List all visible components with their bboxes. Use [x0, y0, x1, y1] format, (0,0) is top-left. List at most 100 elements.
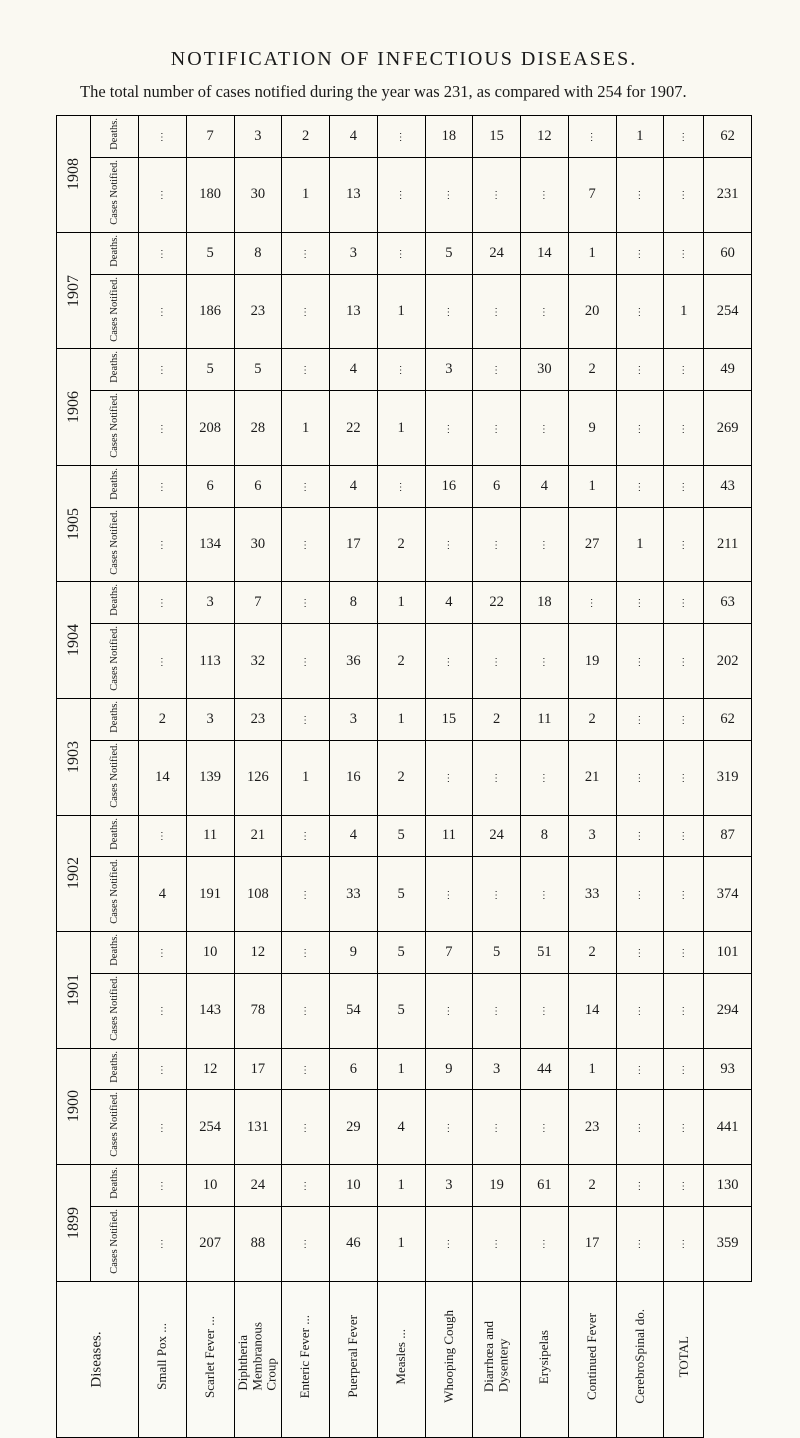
value-cell: 2: [568, 349, 616, 391]
row-total: 62: [704, 699, 752, 741]
empty-dots: ⋮: [678, 831, 689, 842]
value-cell: ⋮: [139, 973, 187, 1048]
column-label: Puerperal Fever: [346, 1311, 360, 1402]
value-cell: 3: [425, 1165, 473, 1207]
value-cell: 126: [234, 740, 282, 815]
value-cell: ⋮: [139, 391, 187, 466]
value-cell: ⋮: [425, 274, 473, 349]
empty-dots: ⋮: [491, 890, 502, 901]
year-label: 1902: [63, 853, 85, 893]
value-cell: ⋮: [473, 857, 521, 932]
value-cell: 7: [234, 582, 282, 624]
value-cell: 131: [234, 1090, 282, 1165]
value-cell: ⋮: [139, 582, 187, 624]
value-cell: 2: [139, 699, 187, 741]
value-cell: ⋮: [521, 857, 569, 932]
value-cell: 15: [473, 116, 521, 158]
value-cell: ⋮: [139, 116, 187, 158]
empty-dots: ⋮: [634, 1123, 645, 1134]
empty-dots: ⋮: [300, 831, 311, 842]
value-cell: 1: [377, 391, 425, 466]
value-cell: 17: [234, 1048, 282, 1090]
value-cell: 20: [568, 274, 616, 349]
value-cell: 5: [425, 232, 473, 274]
value-cell: 1: [568, 232, 616, 274]
table-row: 1900Deaths.⋮1217⋮6193441⋮⋮93: [57, 1048, 752, 1090]
year-cell: 1903: [57, 699, 91, 816]
value-cell: ⋮: [377, 232, 425, 274]
empty-dots: ⋮: [443, 890, 454, 901]
column-label: Scarlet Fever ...: [203, 1312, 217, 1402]
empty-dots: ⋮: [491, 1239, 502, 1250]
empty-dots: ⋮: [678, 482, 689, 493]
value-cell: 1: [664, 274, 704, 349]
value-cell: ⋮: [282, 582, 330, 624]
value-cell: ⋮: [139, 932, 187, 974]
value-cell: ⋮: [425, 507, 473, 582]
empty-dots: ⋮: [396, 190, 407, 201]
value-cell: ⋮: [282, 274, 330, 349]
value-cell: 7: [568, 158, 616, 233]
value-cell: 3: [568, 815, 616, 857]
value-cell: ⋮: [664, 1048, 704, 1090]
value-cell: ⋮: [139, 815, 187, 857]
value-cell: 6: [186, 465, 234, 507]
value-cell: 113: [186, 624, 234, 699]
year-label: 1906: [63, 387, 85, 427]
column-header: Whooping Cough: [425, 1281, 473, 1437]
empty-dots: ⋮: [634, 424, 645, 435]
column-header: Continued Fever: [568, 1281, 616, 1437]
empty-dots: ⋮: [157, 307, 168, 318]
table-row: 1902Deaths.⋮1121⋮45112483⋮⋮87: [57, 815, 752, 857]
cases-label: Cases Notified.: [109, 508, 120, 577]
empty-dots: ⋮: [634, 831, 645, 842]
empty-dots: ⋮: [678, 948, 689, 959]
value-cell: ⋮: [425, 391, 473, 466]
value-cell: ⋮: [139, 232, 187, 274]
column-header: Erysipelas: [521, 1281, 569, 1437]
year-cell: 1904: [57, 582, 91, 699]
column-header: Puerperal Fever: [330, 1281, 378, 1437]
value-cell: 9: [568, 391, 616, 466]
value-cell: ⋮: [616, 624, 664, 699]
year-label: 1905: [63, 504, 85, 544]
value-cell: 23: [234, 699, 282, 741]
value-cell: 28: [234, 391, 282, 466]
deaths-label: Deaths.: [109, 116, 120, 152]
row-type-cell: Cases Notified.: [91, 1090, 139, 1165]
value-cell: 11: [186, 815, 234, 857]
row-total: 359: [704, 1206, 752, 1281]
value-cell: 3: [186, 582, 234, 624]
value-cell: 3: [234, 116, 282, 158]
empty-dots: ⋮: [491, 1123, 502, 1134]
empty-dots: ⋮: [634, 657, 645, 668]
empty-dots: ⋮: [300, 307, 311, 318]
value-cell: 8: [330, 582, 378, 624]
value-cell: 30: [521, 349, 569, 391]
empty-dots: ⋮: [539, 773, 550, 784]
value-cell: ⋮: [616, 1048, 664, 1090]
value-cell: ⋮: [282, 857, 330, 932]
value-cell: ⋮: [282, 1090, 330, 1165]
value-cell: ⋮: [139, 1090, 187, 1165]
empty-dots: ⋮: [634, 1239, 645, 1250]
cases-label: Cases Notified.: [109, 158, 120, 227]
empty-dots: ⋮: [157, 1181, 168, 1192]
row-type-cell: Deaths.: [91, 932, 139, 974]
empty-dots: ⋮: [491, 365, 502, 376]
value-cell: ⋮: [139, 624, 187, 699]
value-cell: 139: [186, 740, 234, 815]
value-cell: 191: [186, 857, 234, 932]
value-cell: 19: [568, 624, 616, 699]
cases-label: Cases Notified.: [109, 1207, 120, 1276]
empty-dots: ⋮: [678, 132, 689, 143]
deaths-label: Deaths.: [109, 932, 120, 968]
value-cell: ⋮: [425, 973, 473, 1048]
value-cell: ⋮: [425, 1090, 473, 1165]
row-total: 202: [704, 624, 752, 699]
value-cell: 29: [330, 1090, 378, 1165]
empty-dots: ⋮: [157, 249, 168, 260]
year-label: 1908: [63, 154, 85, 194]
value-cell: 23: [234, 274, 282, 349]
row-total: 101: [704, 932, 752, 974]
